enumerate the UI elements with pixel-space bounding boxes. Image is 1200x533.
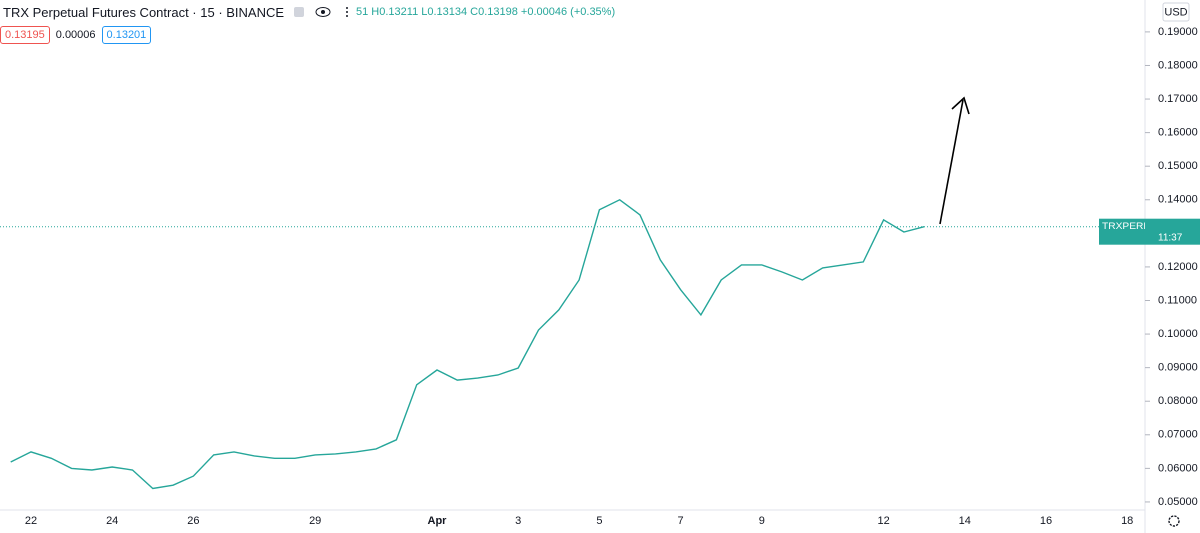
y-tick-label: 0.18000 [1158,59,1198,71]
x-tick-label: Apr [428,515,448,527]
y-tick-label: 0.15000 [1158,160,1198,172]
price-tag-box [1099,218,1145,245]
annotation-arrow [939,99,964,225]
header: TRX Perpetual Futures Contract · 15 · BI… [0,0,354,24]
x-tick-label: 24 [106,515,118,527]
indicator-dot-icon[interactable] [292,5,306,19]
y-tick-label: 0.07000 [1158,429,1198,441]
x-tick-label: 3 [515,515,521,527]
annotation-arrowhead [951,96,970,115]
price-line [10,198,925,490]
y-tick-label: 0.12000 [1158,261,1198,273]
x-tick-label: 18 [1121,515,1133,527]
visibility-icon[interactable] [314,5,332,19]
x-tick-label: 7 [678,515,684,527]
y-tick-label: 0.19000 [1158,26,1198,38]
y-tick-label: 0.16000 [1158,127,1198,139]
more-icon[interactable] [340,5,354,19]
x-tick-label: 5 [596,515,602,527]
x-tick-label: 29 [309,515,321,527]
x-tick-label: 12 [877,515,889,527]
price-tag-box-right [1145,218,1200,245]
currency-box[interactable] [1162,2,1190,22]
y-tick-label: 0.10000 [1158,328,1198,340]
x-tick-label: 26 [187,515,199,527]
y-tick-label: 0.09000 [1158,362,1198,374]
spread: 0.00006 [55,29,96,41]
settings-icon[interactable] [1168,515,1180,527]
y-tick-label: 0.05000 [1158,496,1198,508]
x-tick-label: 14 [959,515,971,527]
x-tick-label: 22 [25,515,37,527]
y-tick-label: 0.08000 [1158,395,1198,407]
countdown: 11:37 [1158,232,1183,243]
x-tick-label: 9 [759,515,765,527]
symbol-title: TRX Perpetual Futures Contract · 15 · BI… [3,4,285,20]
currency: USD [1164,6,1187,18]
y-tick-label: 0.06000 [1158,462,1198,474]
bid[interactable]: 0.13195 [0,26,50,44]
x-tick-label: 16 [1040,515,1052,527]
ohlc-readout: 51 H0.13211 L0.13134 C0.13198 +0.00046 (… [356,6,616,18]
ask[interactable]: 0.13201 [101,26,152,44]
y-tick-label: 0.17000 [1158,93,1198,105]
y-tick-label: 0.14000 [1158,194,1198,206]
bid-ask: 0.13195 0.00006 0.13201 [0,26,152,44]
y-tick-label: 0.11000 [1158,294,1197,306]
